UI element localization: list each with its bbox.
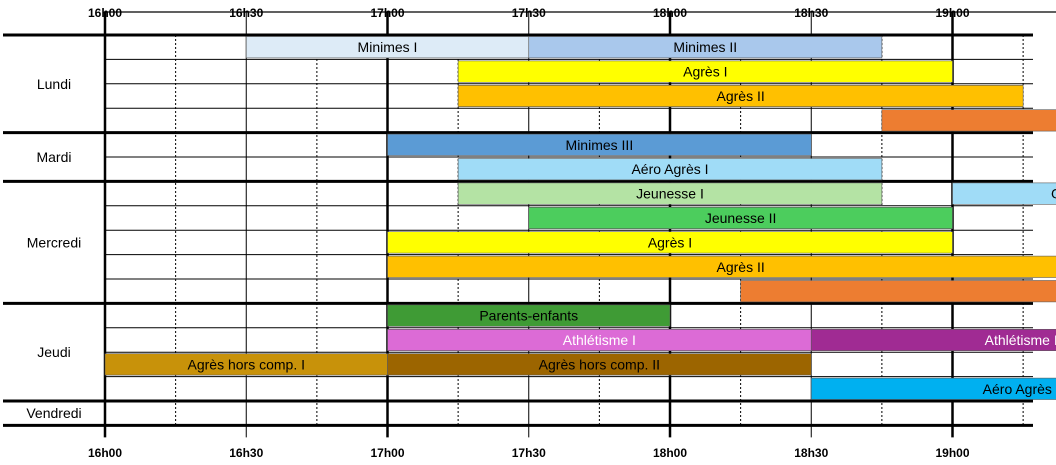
event-rect <box>528 36 883 59</box>
event-label: Agrès hors comp. I <box>188 356 306 372</box>
time-tick-bottom: 17h30 <box>512 446 546 460</box>
event-rect <box>457 182 883 205</box>
event-rect <box>528 207 953 230</box>
event-bar: Agrès hors comp. II <box>387 353 812 376</box>
event-rect <box>457 158 883 181</box>
event-bar: Jeunesse I <box>457 182 883 205</box>
time-tick-top: 16h00 <box>88 6 122 20</box>
event-rect <box>740 280 1056 303</box>
event-label: Minimes II <box>673 39 737 55</box>
event-rect <box>881 109 1056 132</box>
event-label: Agrès II <box>717 88 765 104</box>
day-label: Jeudi <box>37 344 70 360</box>
event-bar: Jeunesse II <box>528 207 953 230</box>
day-label: Vendredi <box>26 405 81 421</box>
event-bar: Aéro Agrès II <box>810 377 1056 400</box>
event-label: Aéro Agrès II <box>983 381 1056 397</box>
event-bar: Minimes I <box>245 36 530 59</box>
event-rect <box>387 304 671 327</box>
event-label: Agrès II <box>717 259 765 275</box>
event-label: Jeunesse II <box>705 210 777 226</box>
axis-labels: 16h00 16h00 16h30 16h30 17h00 17h00 17h30 17h30… <box>26 6 969 460</box>
event-label: Aéro Agrès I <box>631 161 708 177</box>
event-bar: Athlétisme I <box>387 328 812 351</box>
event-rect <box>387 133 812 156</box>
day-label: Mercredi <box>27 234 81 250</box>
time-tick-bottom: 18h30 <box>794 446 828 460</box>
event-bar: Aéro Agrès I <box>457 158 883 181</box>
event-rect <box>810 328 1056 351</box>
time-tick-top: 19h00 <box>935 6 969 20</box>
event-bar: Athlétisme II <box>810 328 1056 351</box>
event-label: Minimes III <box>566 137 634 153</box>
time-tick-bottom: 19h00 <box>935 446 969 460</box>
time-tick-top: 16h30 <box>229 6 263 20</box>
event-bar: Agrès I <box>457 60 953 83</box>
event-bar: Agrès hors comp. I <box>104 353 388 376</box>
event-rect <box>387 255 1056 278</box>
event-label: Agrès hors comp. II <box>539 356 660 372</box>
event-label: Agrès I <box>648 234 692 250</box>
day-label: Lundi <box>37 76 71 92</box>
event-label: Athlétisme II <box>985 332 1056 348</box>
time-tick-bottom: 16h30 <box>229 446 263 460</box>
day-label: Mardi <box>36 149 71 165</box>
event-bar: Agrès II <box>457 85 1024 108</box>
event-rect <box>457 85 1024 108</box>
event-bar: Parents-enfants <box>387 304 671 327</box>
event-label: Jeunesse I <box>636 186 704 202</box>
event-bar: Agrès III <box>740 280 1056 303</box>
event-bar: Minimes II <box>528 36 883 59</box>
event-label: Parents-enfants <box>479 308 578 324</box>
event-rect <box>810 377 1056 400</box>
event-bar: Minimes III <box>387 133 812 156</box>
time-tick-top: 17h00 <box>370 6 404 20</box>
time-tick-top: 17h30 <box>512 6 546 20</box>
event-label: Agrès I <box>683 64 727 80</box>
event-label: Minimes I <box>358 39 418 55</box>
time-tick-top: 18h30 <box>794 6 828 20</box>
time-tick-bottom: 18h00 <box>653 446 687 460</box>
event-rect <box>387 231 953 254</box>
event-bar: Agrès I <box>387 231 953 254</box>
event-rect <box>457 60 953 83</box>
event-label: Gymn. Douce <box>1051 186 1056 202</box>
event-label: Athlétisme I <box>563 332 636 348</box>
time-tick-bottom: 17h00 <box>370 446 404 460</box>
event-bar: Agrès III <box>881 109 1056 132</box>
event-bar: Gymn. Douce <box>952 182 1056 205</box>
time-tick-top: 18h00 <box>653 6 687 20</box>
event-rect <box>387 353 812 376</box>
event-rect <box>952 182 1056 205</box>
time-tick-bottom: 16h00 <box>88 446 122 460</box>
event-bar: Agrès II <box>387 255 1056 278</box>
